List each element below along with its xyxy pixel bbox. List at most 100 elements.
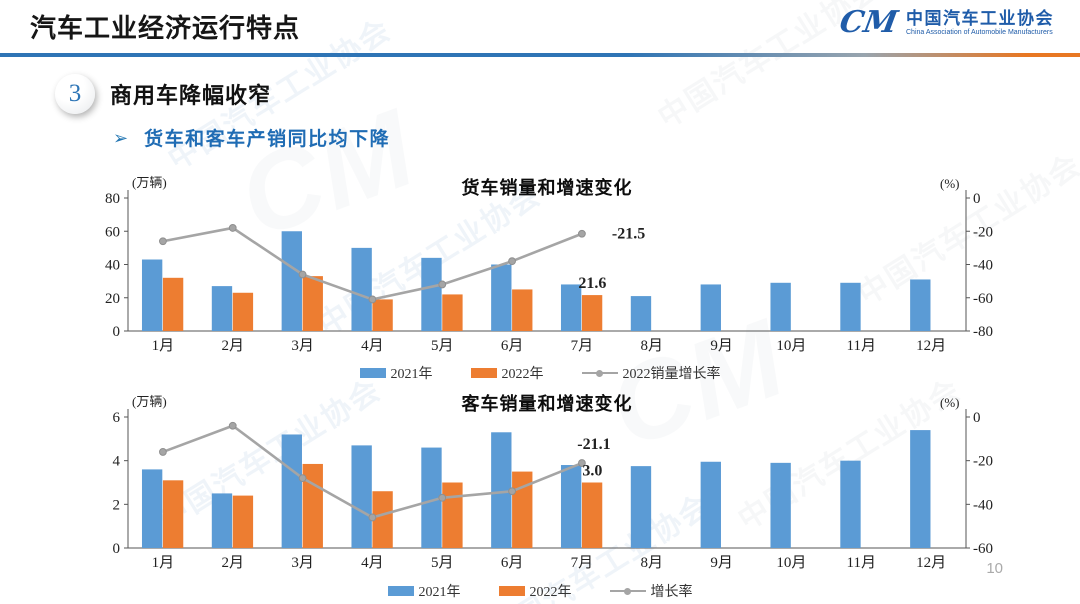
legend-label: 2021年 (418, 585, 461, 600)
legend-label: 2021年 (390, 367, 433, 382)
bar (770, 282, 791, 331)
legend-swatch (498, 586, 525, 596)
bullet-row: ➢ 货车和客车产销同比均下降 (113, 124, 390, 151)
legend-label: 增长率 (650, 585, 693, 600)
bar (840, 460, 861, 548)
bar (910, 430, 931, 548)
bus-chart-legend: 2021年 2022年 增长率 (100, 581, 980, 601)
bar (421, 257, 442, 331)
left-tick-label: 40 (105, 258, 120, 274)
bar (491, 264, 512, 331)
right-axis-unit: (%) (940, 395, 960, 410)
truck-chart-legend: 2021年 2022年 2022销量增长率 (100, 363, 980, 383)
left-tick-label: 60 (105, 224, 120, 240)
growth-point (228, 224, 237, 232)
bar (560, 465, 582, 548)
legend-swatch (387, 586, 414, 596)
bar (491, 432, 512, 548)
bar (162, 480, 184, 548)
growth-point (578, 459, 586, 467)
month-label: 7月 (571, 338, 594, 354)
month-label: 1月 (152, 338, 175, 354)
right-axis-unit: (%) (940, 176, 960, 191)
bar (351, 445, 372, 548)
section-number-badge: 3 (55, 74, 95, 114)
month-label: 1月 (152, 555, 175, 571)
right-tick-label: -20 (973, 224, 993, 240)
growth-point (438, 280, 447, 289)
month-label: 10月 (776, 338, 806, 354)
month-label: 11月 (847, 338, 876, 354)
caam-logo: CM 中国汽车工业协会 China Association of Automob… (836, 5, 1054, 40)
growth-point (159, 448, 167, 456)
growth-point (368, 513, 377, 522)
bar (770, 462, 791, 548)
bar (162, 277, 184, 331)
bar (910, 279, 931, 331)
bullet-text: 货车和客车产销同比均下降 (144, 129, 391, 150)
left-tick-label: 0 (113, 541, 121, 557)
section-heading: 商用车降幅收窄 (110, 83, 272, 108)
month-label: 7月 (571, 555, 594, 571)
legend-line-icon (581, 370, 618, 377)
page-title: 汽车工业经济运行特点 (30, 13, 301, 43)
bar (302, 276, 323, 331)
right-tick-label: -80 (973, 324, 993, 340)
bar (512, 471, 533, 548)
truck-chart-canvas: 货车销量和增速变化 (万辆) (%) 0 20 40 60 80 0 -20 -40 -60 -80 1月… (105, 175, 993, 354)
bar (372, 299, 393, 331)
legend-label: 2022年 (501, 367, 544, 382)
growth-point (508, 257, 516, 266)
month-label: 9月 (710, 338, 733, 354)
chart-title: 客车销量和增速变化 (462, 393, 633, 414)
growth-point (508, 487, 516, 496)
growth-point (368, 295, 377, 304)
left-axis-unit: (万辆) (132, 394, 167, 409)
growth-point (438, 493, 447, 502)
bar (211, 493, 233, 548)
bar (700, 284, 721, 331)
month-label: 2月 (221, 338, 244, 354)
bar (351, 247, 372, 331)
bar (141, 259, 163, 331)
growth-point (298, 474, 307, 483)
month-label: 8月 (640, 555, 663, 571)
month-label: 3月 (291, 338, 314, 354)
legend-item: 增长率 (609, 581, 693, 601)
month-label: 9月 (710, 555, 733, 571)
growth-point (159, 237, 167, 246)
month-label: 5月 (431, 338, 454, 354)
bar (442, 294, 463, 331)
section-number: 3 (68, 80, 82, 107)
bar (302, 463, 323, 548)
month-label: 3月 (291, 555, 314, 571)
right-tick-label: -60 (973, 541, 993, 557)
page-number: 10 (986, 560, 1003, 577)
left-tick-label: 2 (113, 497, 121, 513)
bar (560, 284, 582, 331)
month-label: 11月 (847, 555, 876, 571)
legend-swatch (470, 368, 497, 378)
legend-label: 2022年 (529, 585, 572, 600)
legend-item: 2022销量增长率 (581, 363, 721, 383)
value-annotation: 21.6 (578, 275, 606, 292)
bar (581, 482, 603, 548)
right-tick-label: -40 (973, 497, 993, 513)
right-tick-label: -60 (973, 291, 993, 307)
bar (840, 282, 861, 331)
growth-point (228, 421, 237, 430)
chart-title: 货车销量和增速变化 (462, 177, 633, 198)
bar (630, 296, 652, 331)
month-label: 12月 (916, 555, 946, 571)
left-axis-unit: (万辆) (132, 175, 167, 190)
right-tick-label: -40 (973, 258, 993, 274)
growth-annotation: -21.5 (612, 226, 645, 243)
left-tick-label: 6 (113, 410, 121, 426)
bar (421, 447, 442, 548)
bar (232, 495, 254, 548)
legend-swatch (359, 368, 386, 378)
bullet-arrow-icon: ➢ (113, 127, 129, 148)
caam-logo-icon: CM (836, 5, 901, 40)
left-tick-label: 80 (105, 191, 120, 207)
